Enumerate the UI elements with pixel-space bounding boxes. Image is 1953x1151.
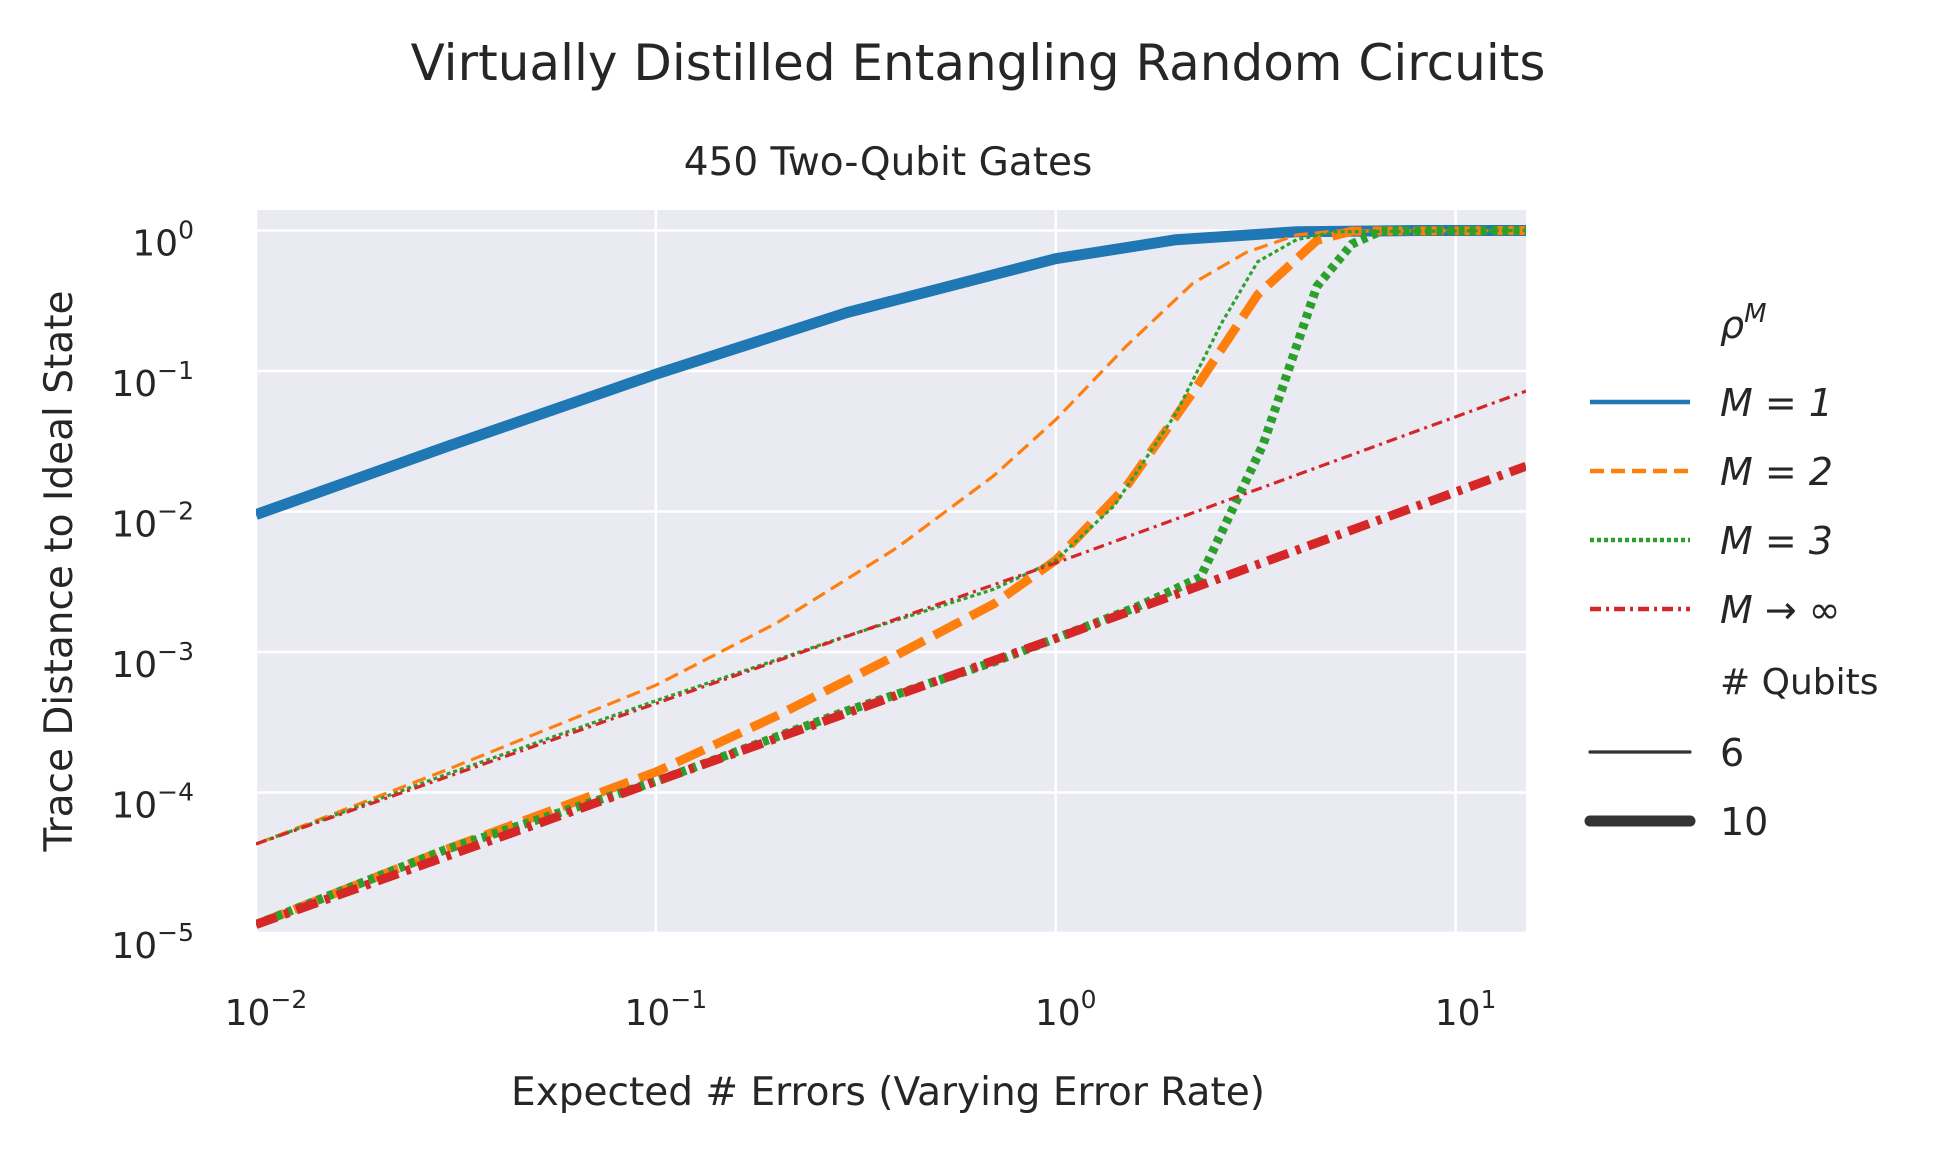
y-tick-label-exponent: −2 [157, 497, 194, 526]
grid [254, 210, 1526, 935]
y-tick-label: 10−4 [111, 778, 194, 827]
legend-hue-label: M = 3 [1720, 519, 1833, 563]
x-tick-label: 100 [1035, 985, 1097, 1034]
x-tick-label: 10−1 [625, 985, 708, 1034]
legend-hue-title-sup: M [1744, 299, 1766, 329]
y-tick-label-exponent: −5 [157, 918, 194, 947]
y-tick-label-exponent: −1 [157, 356, 194, 385]
legend-hue-label: M = 2 [1720, 450, 1833, 494]
y-tick-label-base: 10 [132, 224, 178, 265]
legend-hue-title: ρM [1720, 299, 1767, 347]
y-tick-label: 10−3 [111, 637, 194, 686]
legend-size-label: 6 [1720, 731, 1744, 775]
y-axis-label: Trace Distance to Ideal State [37, 291, 82, 853]
x-tick-label-exponent: 0 [1081, 985, 1097, 1014]
chart-subtitle: 450 Two-Qubit Gates [684, 140, 1093, 185]
y-tick-label: 10−1 [111, 356, 194, 405]
x-tick-label-exponent: −1 [670, 985, 707, 1014]
x-tick-label-base: 10 [1035, 993, 1081, 1034]
legend-hue-title-base: ρ [1720, 303, 1744, 347]
series-group [256, 225, 1526, 929]
y-tick-label-base: 10 [111, 364, 157, 405]
y-tick-label-base: 10 [111, 645, 157, 686]
plot-background [256, 210, 1526, 933]
legend: ρM M = 1 M = 2 M = 3 M → ∞ # Qubits 6 10 [1584, 299, 1878, 844]
y-tick-label: 100 [132, 216, 194, 265]
x-tick-label: 101 [1435, 985, 1497, 1034]
series-line [256, 228, 1526, 846]
y-tick-label-exponent: 0 [178, 216, 194, 245]
y-tick-label-base: 10 [111, 786, 157, 827]
y-tick-label-exponent: −4 [157, 778, 194, 807]
x-tick-labels: 10−2 10−1 100 101 [225, 985, 1497, 1034]
x-tick-label-base: 10 [1435, 993, 1481, 1034]
y-tick-label: 10−5 [111, 918, 194, 967]
x-tick-label-base: 10 [225, 993, 271, 1034]
y-tick-label-base: 10 [111, 926, 157, 967]
chart-title: Virtually Distilled Entangling Random Ci… [411, 34, 1546, 92]
y-tick-label-exponent: −3 [157, 637, 194, 666]
legend-hue-label: M = 1 [1720, 381, 1833, 425]
legend-size-label: 10 [1720, 800, 1768, 844]
legend-hue-label: M → ∞ [1720, 588, 1840, 632]
series-line [256, 389, 1526, 846]
y-tick-label: 10−2 [111, 497, 194, 546]
x-tick-label: 10−2 [225, 985, 308, 1034]
x-tick-label-exponent: −2 [270, 985, 307, 1014]
x-axis-label: Expected # Errors (Varying Error Rate) [511, 1070, 1265, 1115]
x-tick-label-exponent: 1 [1481, 985, 1497, 1014]
legend-size-title: # Qubits [1720, 662, 1878, 703]
y-tick-label-base: 10 [111, 505, 157, 546]
x-tick-label-base: 10 [625, 993, 671, 1034]
